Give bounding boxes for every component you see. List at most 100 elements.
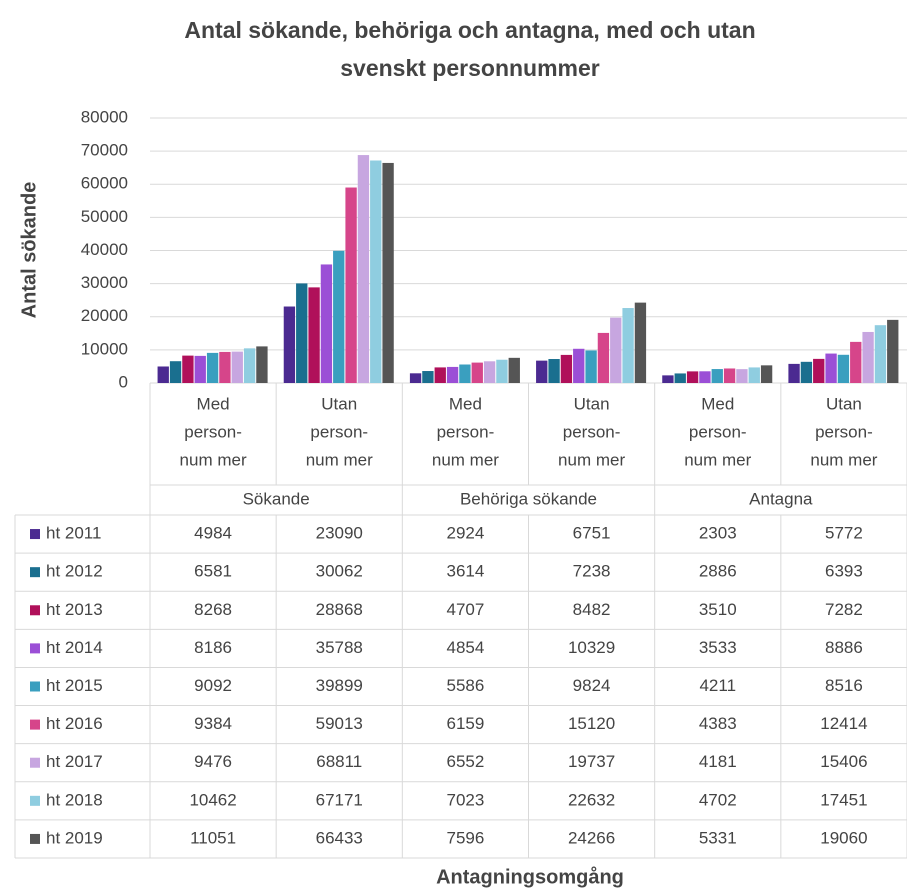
bar: [283, 306, 296, 383]
bar: [597, 332, 610, 383]
bar: [699, 371, 711, 383]
table-value: 8886: [825, 638, 863, 657]
y-tick-label: 30000: [81, 273, 128, 292]
chart-title: Antal sökande, behöriga och antagna, med…: [184, 17, 755, 43]
bar: [333, 250, 345, 383]
x-tick-label: person-: [563, 422, 621, 441]
table-value: 7282: [825, 600, 863, 619]
bar: [585, 350, 597, 383]
legend-label: ht 2013: [46, 600, 103, 619]
bar: [686, 371, 699, 383]
table-value: 3510: [699, 600, 737, 619]
legend-key: [30, 567, 40, 578]
bar: [736, 369, 748, 383]
table-value: 8268: [194, 600, 232, 619]
y-tick-label: 20000: [81, 306, 128, 325]
legend-label: ht 2015: [46, 676, 103, 695]
table-value: 4383: [699, 714, 737, 733]
bar: [256, 346, 268, 383]
table-value: 2924: [447, 524, 485, 543]
bar: [760, 365, 773, 383]
bar: [813, 358, 825, 383]
table-value: 6393: [825, 562, 863, 581]
legend-key: [30, 529, 40, 540]
bar: [206, 352, 219, 383]
table-value: 8516: [825, 676, 863, 695]
table-value: 15406: [820, 752, 867, 771]
group-label: Antagna: [749, 489, 813, 508]
legend-label: ht 2014: [46, 638, 103, 657]
table-value: 19060: [820, 828, 867, 847]
bar: [874, 325, 887, 383]
bar: [711, 369, 723, 383]
table-value: 5772: [825, 524, 863, 543]
bar: [434, 367, 446, 383]
bar: [320, 264, 333, 383]
x-tick-label: num mer: [306, 450, 373, 469]
y-tick-label: 50000: [81, 207, 128, 226]
table-value: 4211: [699, 676, 736, 695]
legend-label: ht 2016: [46, 714, 103, 733]
table-value: 6159: [447, 714, 485, 733]
table-value: 17451: [820, 790, 867, 809]
x-tick-label: Utan: [574, 394, 610, 413]
table-value: 35788: [316, 638, 363, 657]
x-tick-label: person-: [184, 422, 242, 441]
legend-key: [30, 643, 40, 654]
bar: [157, 366, 169, 383]
x-tick-label: num mer: [684, 450, 751, 469]
bar: [634, 302, 647, 383]
bar: [850, 341, 862, 383]
bar: [409, 373, 422, 383]
bar: [536, 360, 548, 383]
legend-key: [30, 795, 40, 806]
legend-label: ht 2018: [46, 790, 103, 809]
bar: [231, 351, 243, 383]
chart-title: svenskt personnummer: [340, 55, 600, 81]
bar: [308, 287, 320, 383]
table-value: 4854: [447, 638, 485, 657]
table-value: 4984: [194, 524, 232, 543]
y-tick-label: 0: [119, 372, 128, 391]
group-label: Behöriga sökande: [460, 489, 597, 508]
y-tick-label: 60000: [81, 174, 128, 193]
y-tick-label: 40000: [81, 240, 128, 259]
bar: [800, 361, 813, 383]
bar: [483, 361, 496, 383]
table-value: 2886: [699, 562, 737, 581]
table-value: 22632: [568, 790, 615, 809]
x-axis-title: Antagningsomgång: [436, 865, 624, 888]
table-value: 7596: [447, 828, 485, 847]
table-value: 24266: [568, 828, 615, 847]
table-value: 67171: [316, 790, 363, 809]
bar: [610, 317, 622, 383]
table-value: 9384: [194, 714, 232, 733]
bar: [219, 351, 231, 383]
bar: [748, 367, 760, 383]
table-value: 30062: [316, 562, 363, 581]
table-value: 9092: [194, 676, 232, 695]
x-tick-label: person-: [437, 422, 495, 441]
bar: [674, 373, 686, 383]
table-value: 11051: [190, 828, 236, 847]
table-value: 4702: [699, 790, 737, 809]
bar: [573, 348, 585, 383]
x-tick-label: num mer: [558, 450, 625, 469]
x-tick-label: num mer: [180, 450, 247, 469]
x-tick-label: Med: [197, 394, 230, 413]
legend-label: ht 2017: [46, 752, 103, 771]
bar: [345, 187, 357, 383]
table-value: 9824: [573, 676, 611, 695]
x-tick-label: person-: [815, 422, 873, 441]
bar: [382, 162, 394, 383]
x-tick-label: Med: [449, 394, 482, 413]
table-value: 12414: [820, 714, 867, 733]
table-value: 6581: [194, 562, 232, 581]
table-value: 3533: [699, 638, 737, 657]
bar: [243, 348, 256, 383]
legend-label: ht 2011: [46, 524, 101, 543]
x-tick-label: person-: [310, 422, 368, 441]
bar: [508, 357, 520, 383]
table-value: 4707: [447, 600, 485, 619]
legend-label: ht 2012: [46, 562, 103, 581]
